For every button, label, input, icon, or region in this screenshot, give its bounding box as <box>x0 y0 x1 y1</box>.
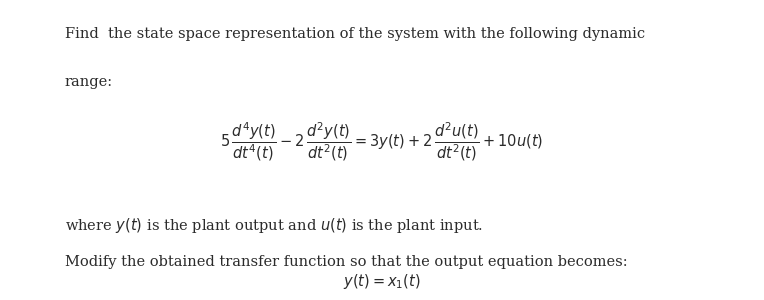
Text: where $y(t)$ is the plant output and $u(t)$ is the plant input.: where $y(t)$ is the plant output and $u(… <box>65 216 483 235</box>
Text: $y(t) = x_1(t)$: $y(t) = x_1(t)$ <box>343 272 421 291</box>
Text: Modify the obtained transfer function so that the output equation becomes:: Modify the obtained transfer function so… <box>65 255 627 269</box>
Text: Find  the state space representation of the system with the following dynamic: Find the state space representation of t… <box>65 27 645 41</box>
Text: $5\,\dfrac{d^4 y(t)}{dt^4(t)} - 2\,\dfrac{d^2 y(t)}{dt^2(t)} = 3y(t) + 2\,\dfrac: $5\,\dfrac{d^4 y(t)}{dt^4(t)} - 2\,\dfra… <box>220 120 544 163</box>
Text: range:: range: <box>65 75 113 89</box>
